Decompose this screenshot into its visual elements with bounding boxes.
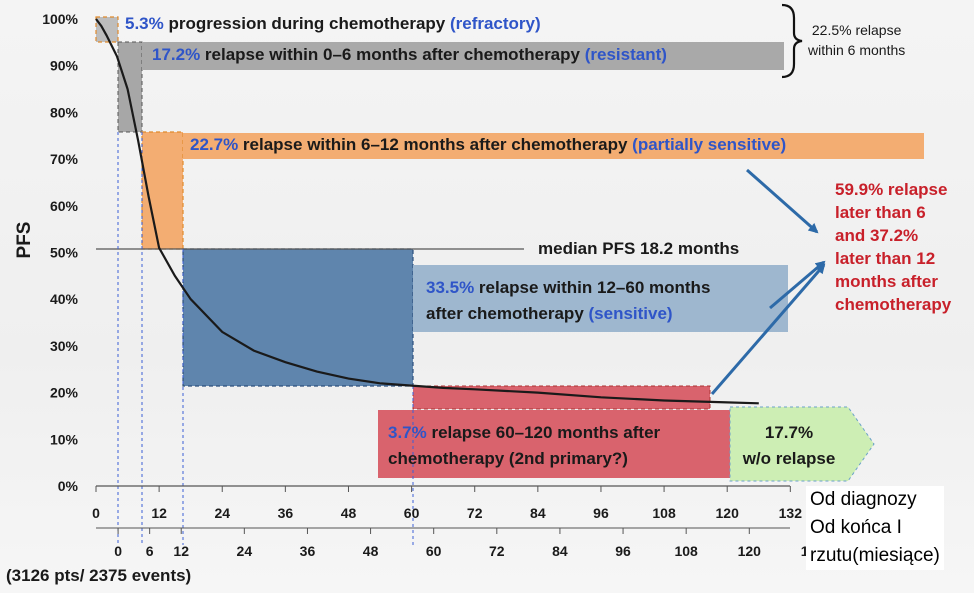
y-tick-label: 40% bbox=[50, 291, 79, 307]
brace bbox=[781, 3, 803, 79]
x-tick-label-bottom: 60 bbox=[426, 543, 442, 559]
y-tick-label: 20% bbox=[50, 385, 79, 401]
x-tick-label-top: 60 bbox=[404, 505, 420, 521]
x-tick-label-bottom: 120 bbox=[738, 543, 762, 559]
resistant-label-band bbox=[142, 42, 784, 70]
x-tick-label-top: 48 bbox=[341, 505, 357, 521]
sensitive-label-band bbox=[413, 265, 788, 332]
x-tick-label-top: 108 bbox=[652, 505, 676, 521]
x-tick-label-top: 132 bbox=[779, 505, 803, 521]
refractory-box bbox=[95, 16, 119, 43]
x-tick-label-top: 84 bbox=[530, 505, 546, 521]
y-tick-label: 70% bbox=[50, 151, 79, 167]
x-tick-labels-bottom: 061224364860728496108120132 bbox=[114, 528, 824, 559]
x-tick-label-bottom: 108 bbox=[674, 543, 698, 559]
resistant-annotation: 17.2% relapse within 0–6 months after ch… bbox=[152, 45, 667, 64]
brace-note: 22.5% relapse within 6 months bbox=[808, 22, 906, 58]
y-tick-label: 80% bbox=[50, 104, 79, 120]
x-tick-label-bottom: 24 bbox=[237, 543, 253, 559]
resistant-box bbox=[117, 41, 143, 133]
second-primary-annotation: 3.7% relapse 60–120 months after chemoth… bbox=[388, 423, 661, 468]
x-tick-label-bottom: 6 bbox=[146, 543, 154, 559]
patients-events-footer: (3126 pts/ 2375 events) bbox=[6, 566, 192, 585]
y-tick-label: 0% bbox=[58, 478, 79, 494]
x-tick-label-bottom: 84 bbox=[552, 543, 568, 559]
arrow-second-primary bbox=[710, 263, 826, 395]
x-tick-label-top: 96 bbox=[593, 505, 609, 521]
without-relapse-annotation: 17.7% w/o relapse bbox=[742, 423, 836, 468]
x-tick-label-top: 24 bbox=[214, 505, 230, 521]
y-tick-label: 50% bbox=[50, 245, 79, 261]
second-primary-label-band bbox=[378, 410, 730, 478]
x-tick-label-bottom: 12 bbox=[173, 543, 189, 559]
x-tick-label-bottom: 48 bbox=[363, 543, 379, 559]
y-axis-label: PFS bbox=[14, 222, 35, 259]
y-tick-labels: 0% 10% 20% 30% 40% 50% 60% 70% 80% 90% 100% bbox=[42, 11, 78, 494]
axis-legend-line-3: rzutu(miesiące) bbox=[810, 545, 940, 566]
x-tick-label-top: 72 bbox=[467, 505, 483, 521]
median-label: median PFS 18.2 months bbox=[538, 239, 739, 258]
x-tick-label-bottom: 96 bbox=[615, 543, 631, 559]
without-relapse-box bbox=[729, 406, 875, 482]
sensitive-annotation: 33.5% relapse within 12–60 months after … bbox=[426, 278, 711, 323]
y-tick-label: 60% bbox=[50, 198, 79, 214]
axis-legend-line-1: Od diagnozy bbox=[810, 489, 917, 510]
y-tick-label: 10% bbox=[50, 431, 79, 447]
second-primary-box bbox=[412, 385, 711, 410]
x-tick-label-top: 12 bbox=[151, 505, 167, 521]
y-tick-label: 90% bbox=[50, 58, 79, 74]
x-tick-labels-top: 0 12 24 36 48 60 72 84 96 108 120 132 bbox=[92, 486, 802, 521]
axis-legend: Od diagnozy Od końca I rzutu(miesiące) bbox=[806, 486, 944, 570]
y-tick-label: 30% bbox=[50, 338, 79, 354]
partially-sensitive-label-band bbox=[183, 133, 924, 159]
sensitive-box bbox=[182, 248, 414, 387]
axis-legend-line-2: Od końca I bbox=[810, 517, 902, 538]
x-tick-label-top: 36 bbox=[278, 505, 294, 521]
arrow-partially-sensitive bbox=[746, 168, 819, 234]
partially-sensitive-annotation: 22.7% relapse within 6–12 months after c… bbox=[190, 135, 787, 154]
y-tick-label: 100% bbox=[42, 11, 78, 27]
x-tick-label-top: 120 bbox=[716, 505, 740, 521]
refractory-annotation: 5.3% progression during chemotherapy (re… bbox=[125, 14, 541, 33]
x-tick-label-bottom: 0 bbox=[114, 543, 122, 559]
x-tick-label-bottom: 72 bbox=[489, 543, 505, 559]
red-note: 59.9% relapse later than 6 and 37.2% lat… bbox=[835, 180, 952, 314]
x-tick-label-top: 0 bbox=[92, 505, 100, 521]
pfs-curve bbox=[95, 18, 759, 405]
x-tick-label-bottom: 36 bbox=[300, 543, 316, 559]
